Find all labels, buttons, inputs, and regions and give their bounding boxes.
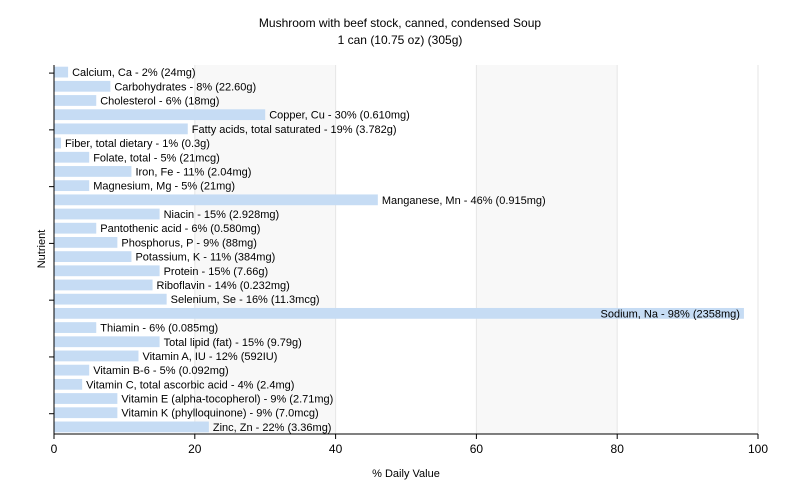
bar-label: Folate, total - 5% (21mcg) <box>93 152 220 164</box>
bar-label: Vitamin E (alpha-tocopherol) - 9% (2.71m… <box>121 394 333 406</box>
bar-label: Protein - 15% (7.66g) <box>164 266 269 278</box>
bar <box>54 151 90 163</box>
bar <box>54 80 111 92</box>
bar <box>54 180 90 192</box>
bar <box>54 350 139 362</box>
bar <box>54 194 378 206</box>
bar <box>54 279 153 291</box>
x-axis-label: % Daily Value <box>372 468 440 480</box>
bar <box>54 322 97 333</box>
bar-label: Vitamin C, total ascorbic acid - 4% (2.4… <box>86 379 294 391</box>
x-tick-label: 0 <box>51 442 58 456</box>
bar-labels-group: Calcium, Ca - 2% (24mg) Carbohydrates - 8… <box>65 67 740 434</box>
bars-group <box>54 66 744 433</box>
x-tick-label: 40 <box>329 442 343 456</box>
bar <box>54 407 118 419</box>
bar-label: Potassium, K - 11% (384mg) <box>135 252 275 264</box>
bar <box>54 421 209 433</box>
bar-label: Thiamin - 6% (0.085mg) <box>100 323 218 335</box>
bar-label: Magnesium, Mg - 5% (21mg) <box>93 181 235 193</box>
bar-label: Vitamin A, IU - 12% (592IU) <box>142 351 277 363</box>
bar <box>54 378 83 390</box>
axes-group: 0 20 40 60 80 100 <box>49 65 768 456</box>
bar-label: Fiber, total dietary - 1% (0.3g) <box>65 138 210 150</box>
bar-label: Copper, Cu - 30% (0.610mg) <box>269 110 410 122</box>
chart-title: Mushroom with beef stock, canned, conden… <box>259 16 541 30</box>
bar <box>54 166 132 177</box>
plot-band <box>335 65 477 434</box>
bar <box>54 393 118 404</box>
plot-band <box>194 65 336 434</box>
bar <box>54 265 160 277</box>
bar-label: Vitamin K (phylloquinone) - 9% (7.0mcg) <box>121 408 318 420</box>
bar-label: Vitamin B-6 - 5% (0.092mg) <box>93 365 229 377</box>
plot-band <box>617 65 758 434</box>
bar-label: Phosphorus, P - 9% (88mg) <box>121 237 257 249</box>
bar <box>54 208 160 220</box>
bar-label: Riboflavin - 14% (0.232mg) <box>157 280 290 292</box>
bar <box>54 307 744 319</box>
bar <box>54 95 97 106</box>
bar <box>54 66 69 78</box>
x-tick-label: 20 <box>188 442 202 456</box>
x-tick-label: 80 <box>611 442 625 456</box>
bar <box>54 222 97 234</box>
bar <box>54 123 188 135</box>
bar-label: Pantothenic acid - 6% (0.580mg) <box>100 223 260 235</box>
bar-label: Zinc, Zn - 22% (3.36mg) <box>213 422 332 434</box>
x-tick-label: 100 <box>748 442 768 456</box>
chart-subtitle: 1 can (10.75 oz) (305g) <box>338 33 463 47</box>
bar-label: Niacin - 15% (2.928mg) <box>164 209 280 221</box>
bar-label: Manganese, Mn - 46% (0.915mg) <box>382 195 546 207</box>
bar <box>54 251 132 262</box>
bar <box>54 137 62 149</box>
bar <box>54 237 118 248</box>
x-tick-label: 60 <box>470 442 484 456</box>
bar-label: Total lipid (fat) - 15% (9.79g) <box>164 337 302 349</box>
plot-background <box>54 65 758 434</box>
bar <box>54 364 90 376</box>
bar-label: Sodium, Na - 98% (2358mg) <box>601 308 740 320</box>
bar-label: Carbohydrates - 8% (22.60g) <box>114 81 256 93</box>
bar-label: Calcium, Ca - 2% (24mg) <box>72 67 195 79</box>
y-axis-label: Nutrient <box>36 230 48 269</box>
bar-label: Cholesterol - 6% (18mg) <box>100 95 219 107</box>
bar <box>54 293 167 305</box>
bar-label: Selenium, Se - 16% (11.3mcg) <box>171 294 320 306</box>
bar <box>54 109 266 121</box>
bar-label: Fatty acids, total saturated - 19% (3.78… <box>192 124 397 136</box>
plot-band <box>476 65 618 434</box>
bar-label: Iron, Fe - 11% (2.04mg) <box>135 166 251 178</box>
bar <box>54 336 160 348</box>
